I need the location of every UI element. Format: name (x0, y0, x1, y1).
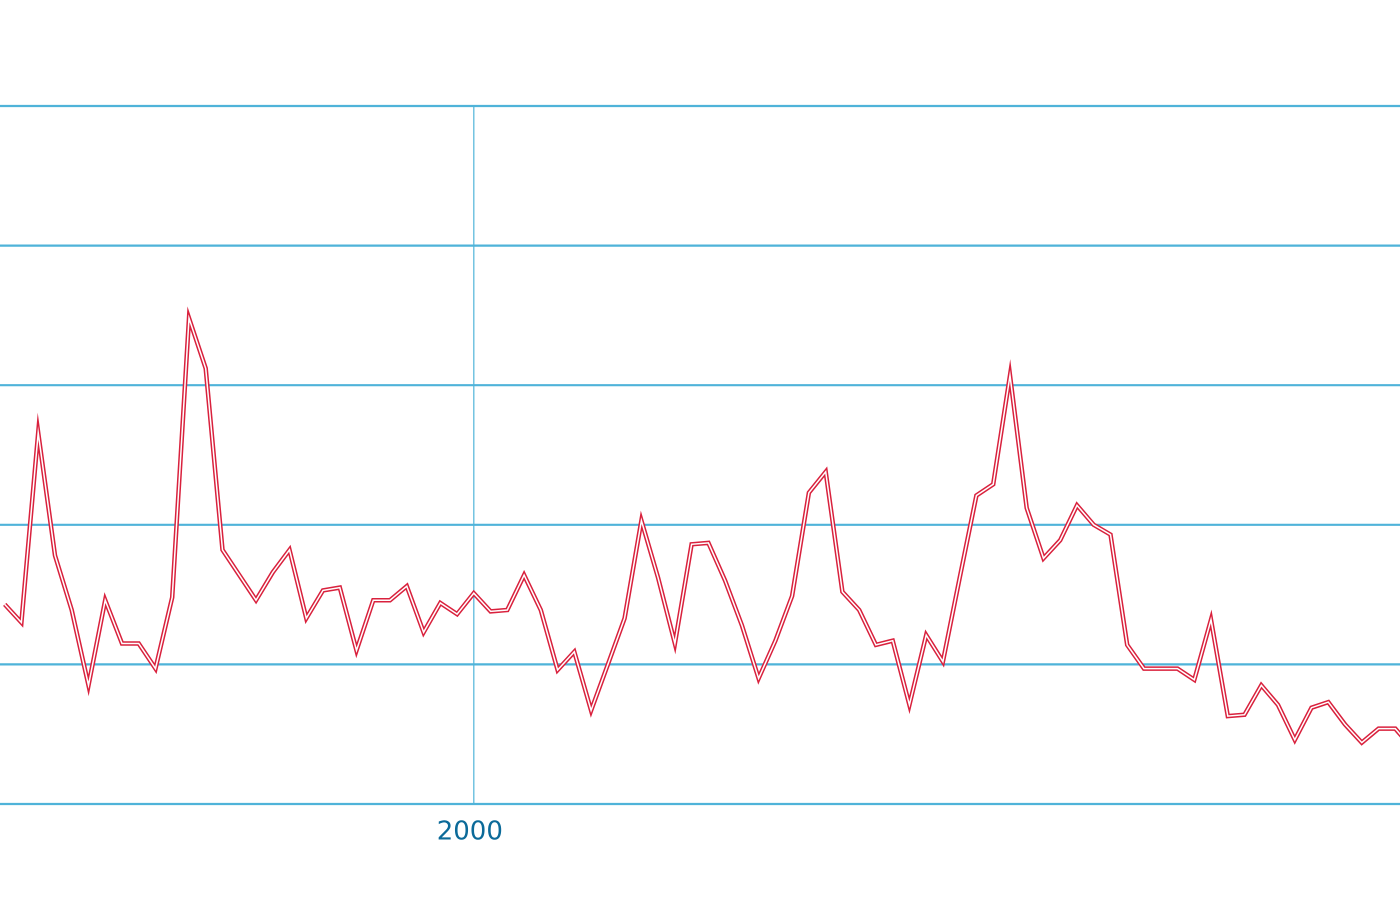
plot-area (3, 306, 1400, 746)
data-line (3, 306, 1400, 746)
x-tick-label: 2000 (437, 817, 503, 847)
data-line-inner (4, 314, 1400, 744)
